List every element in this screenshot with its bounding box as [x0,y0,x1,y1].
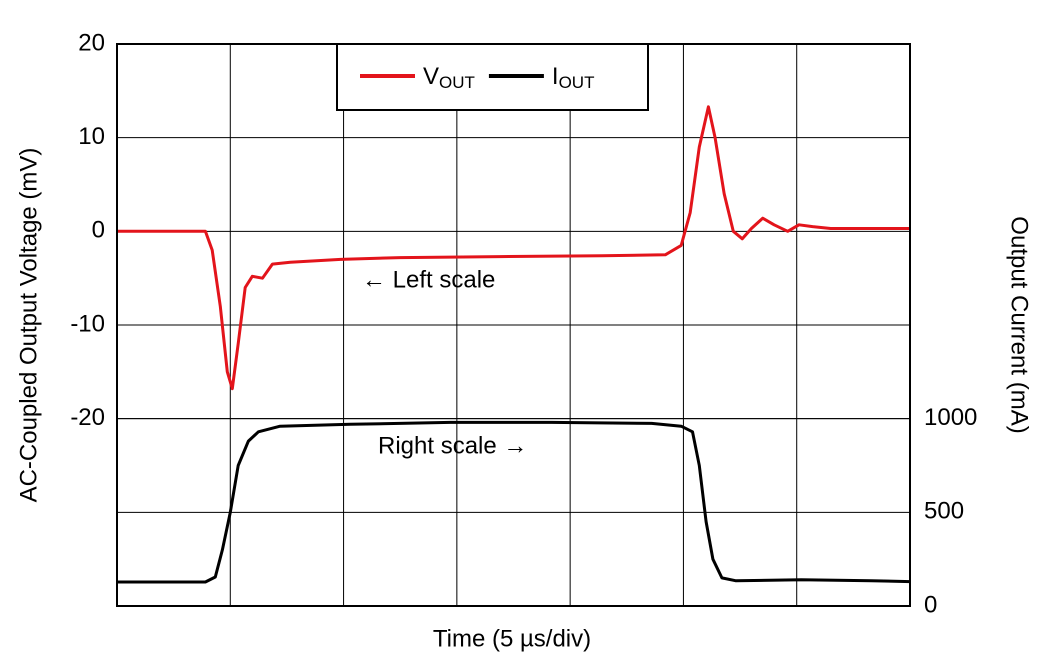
y-axis-label: AC-Coupled Output Voltage (mV) [15,148,42,503]
y-tick-label: 10 [78,123,105,150]
legend-label: VOUT [423,63,475,92]
legend-label: IOUT [552,63,595,92]
data-line [117,420,911,584]
x-axis-label: Time (5 µs/div) [433,625,591,652]
annotation: ← Left scale [362,266,495,293]
y-tick-label: 20 [78,29,105,56]
annotation: Right scale → [378,432,527,459]
y2-tick-label: 500 [924,498,964,525]
y2-tick-label: 0 [924,591,937,618]
y-tick-label: -20 [70,404,105,431]
y-tick-label: 0 [92,217,105,244]
y2-axis-label: Output Current (mA) [1006,216,1033,433]
y-tick-label: -10 [70,310,105,337]
y2-tick-label: 1000 [924,404,977,431]
data-line [117,105,910,391]
